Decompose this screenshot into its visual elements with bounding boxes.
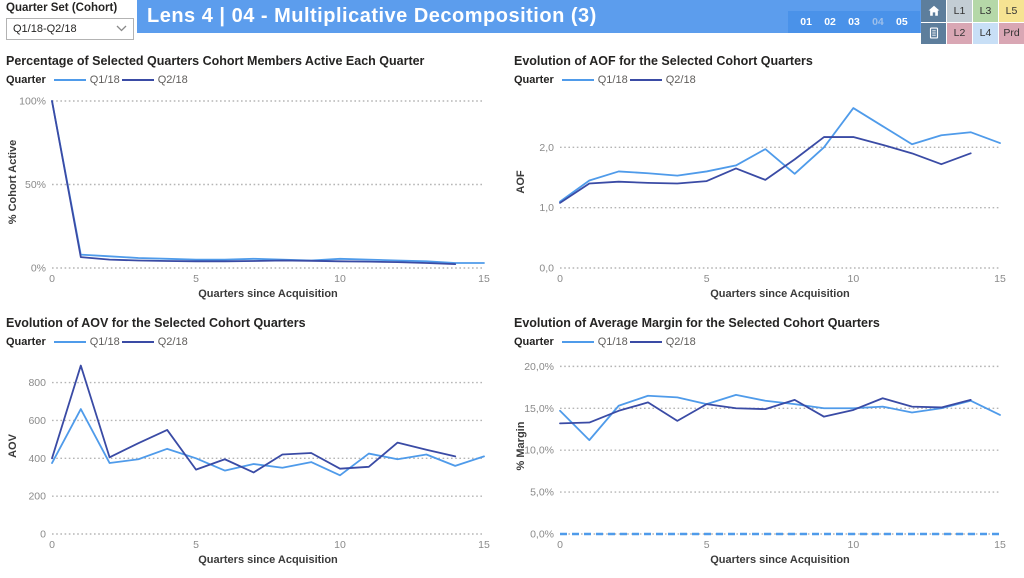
svg-text:15: 15 [478, 539, 490, 551]
svg-text:0: 0 [557, 539, 563, 551]
chevron-down-icon [116, 23, 127, 35]
svg-text:1,0: 1,0 [539, 202, 554, 214]
svg-text:15,0%: 15,0% [524, 403, 554, 415]
chart-panel-aov: Evolution of AOV for the Selected Cohort… [4, 314, 504, 574]
svg-text:0: 0 [40, 529, 46, 541]
page-button-01[interactable]: 01 [800, 16, 812, 28]
legend-swatch-q1 [561, 78, 594, 81]
svg-text:Quarters since Acquisition: Quarters since Acquisition [198, 288, 338, 300]
svg-text:20,0%: 20,0% [524, 361, 554, 373]
svg-text:AOF: AOF [515, 170, 527, 194]
svg-text:15: 15 [994, 273, 1006, 285]
legend-title: Quarter [514, 73, 554, 86]
legend-item-q2[interactable]: Q2/18 [629, 336, 696, 348]
home-icon[interactable] [921, 0, 946, 22]
svg-text:2,0: 2,0 [539, 142, 554, 154]
legend-swatch-q1 [53, 78, 86, 81]
chart-panel-aof: Evolution of AOF for the Selected Cohort… [512, 52, 1020, 310]
page-title: Lens 4 | 04 - Multiplicative Decompositi… [147, 5, 597, 27]
quick-nav-grid: L1 L3 L5 L2 L4 Prd [921, 0, 1024, 44]
legend-title: Quarter [6, 73, 46, 86]
filter-label: Quarter Set (Cohort) [6, 2, 118, 14]
line-chart-margin[interactable]: 0,0% 5,0% 10,0% 15,0% 20,0% 0 5 10 15 Quarters si… [512, 350, 1016, 568]
chart-legend: Quarter Q1/18 Q2/18 [512, 333, 1020, 350]
svg-text:5: 5 [704, 273, 710, 285]
svg-text:% Cohort Active: % Cohort Active [7, 140, 19, 225]
nav-button-l3[interactable]: L3 [973, 0, 998, 22]
svg-text:5: 5 [704, 539, 710, 551]
page-button-04: 04 [872, 16, 884, 28]
svg-text:5: 5 [193, 539, 199, 551]
legend-item-q1[interactable]: Q1/18 [561, 74, 628, 86]
svg-text:400: 400 [28, 453, 46, 465]
svg-text:800: 800 [28, 377, 46, 389]
dropdown-value: Q1/18-Q2/18 [13, 23, 77, 35]
legend-swatch-q2 [629, 78, 662, 81]
svg-text:0,0%: 0,0% [530, 529, 554, 541]
legend-item-q2[interactable]: Q2/18 [121, 74, 188, 86]
svg-text:10,0%: 10,0% [524, 445, 554, 457]
svg-text:% Margin: % Margin [515, 421, 527, 470]
svg-text:10: 10 [334, 539, 346, 551]
svg-text:10: 10 [847, 539, 859, 551]
legend-item-q1[interactable]: Q1/18 [561, 336, 628, 348]
chart-panel-cohort-active: Percentage of Selected Quarters Cohort M… [4, 52, 504, 310]
legend-swatch-q2 [121, 340, 154, 343]
svg-text:200: 200 [28, 491, 46, 503]
svg-text:600: 600 [28, 415, 46, 427]
svg-text:Quarters since Acquisition: Quarters since Acquisition [198, 554, 338, 566]
legend-swatch-q2 [121, 78, 154, 81]
legend-title: Quarter [514, 335, 554, 348]
svg-text:AOV: AOV [7, 433, 19, 458]
chart-panel-margin: Evolution of Average Margin for the Sele… [512, 314, 1020, 574]
svg-text:10: 10 [334, 273, 346, 285]
chart-title: Evolution of AOF for the Selected Cohort… [514, 54, 813, 68]
svg-text:10: 10 [847, 273, 859, 285]
chart-legend: Quarter Q1/18 Q2/18 [4, 71, 504, 88]
svg-text:50%: 50% [25, 179, 46, 191]
page-button-03[interactable]: 03 [848, 16, 860, 28]
legend-swatch-q2 [629, 340, 662, 343]
svg-text:0%: 0% [31, 263, 46, 275]
svg-text:100%: 100% [19, 96, 46, 108]
legend-item-q1[interactable]: Q1/18 [53, 336, 120, 348]
svg-text:0: 0 [557, 273, 563, 285]
svg-text:0,0: 0,0 [539, 263, 554, 275]
chart-title: Evolution of Average Margin for the Sele… [514, 316, 880, 330]
svg-text:5: 5 [193, 273, 199, 285]
document-icon[interactable] [921, 22, 946, 44]
legend-swatch-q1 [561, 340, 594, 343]
chart-title: Evolution of AOV for the Selected Cohort… [6, 316, 306, 330]
chart-title: Percentage of Selected Quarters Cohort M… [6, 54, 425, 68]
line-chart-aof[interactable]: 0,0 1,0 2,0 0 5 10 15 Quarters since Acquisitio… [512, 88, 1016, 302]
svg-text:0: 0 [49, 273, 55, 285]
quarter-set-dropdown[interactable]: Q1/18-Q2/18 [6, 18, 134, 40]
svg-text:15: 15 [994, 539, 1006, 551]
svg-text:Quarters since Acquisition: Quarters since Acquisition [710, 554, 850, 566]
line-chart-aov[interactable]: 0 200 400 600 800 0 5 10 15 Quarters since Acquis… [4, 350, 500, 568]
nav-button-l5[interactable]: L5 [999, 0, 1024, 22]
quarter-set-filter: Quarter Set (Cohort) Q1/18-Q2/18 [6, 2, 134, 40]
svg-text:15: 15 [478, 273, 490, 285]
chart-legend: Quarter Q1/18 Q2/18 [4, 333, 504, 350]
page-button-05[interactable]: 05 [896, 16, 908, 28]
page-button-02[interactable]: 02 [824, 16, 836, 28]
line-chart-cohort-active[interactable]: 0% 50% 100% 0 5 10 15 Quarters since Acquisitio… [4, 88, 500, 302]
legend-swatch-q1 [53, 340, 86, 343]
nav-button-l2[interactable]: L2 [947, 22, 972, 44]
title-bar: Lens 4 | 04 - Multiplicative Decompositi… [137, 0, 921, 33]
svg-text:0: 0 [49, 539, 55, 551]
legend-item-q2[interactable]: Q2/18 [121, 336, 188, 348]
page-nav: 01 02 03 04 05 [788, 11, 920, 33]
svg-text:5,0%: 5,0% [530, 487, 554, 499]
legend-item-q1[interactable]: Q1/18 [53, 74, 120, 86]
legend-title: Quarter [6, 335, 46, 348]
nav-button-prd[interactable]: Prd [999, 22, 1024, 44]
legend-item-q2[interactable]: Q2/18 [629, 74, 696, 86]
chart-legend: Quarter Q1/18 Q2/18 [512, 71, 1020, 88]
svg-text:Quarters since Acquisition: Quarters since Acquisition [710, 288, 850, 300]
nav-button-l1[interactable]: L1 [947, 0, 972, 22]
nav-button-l4[interactable]: L4 [973, 22, 998, 44]
